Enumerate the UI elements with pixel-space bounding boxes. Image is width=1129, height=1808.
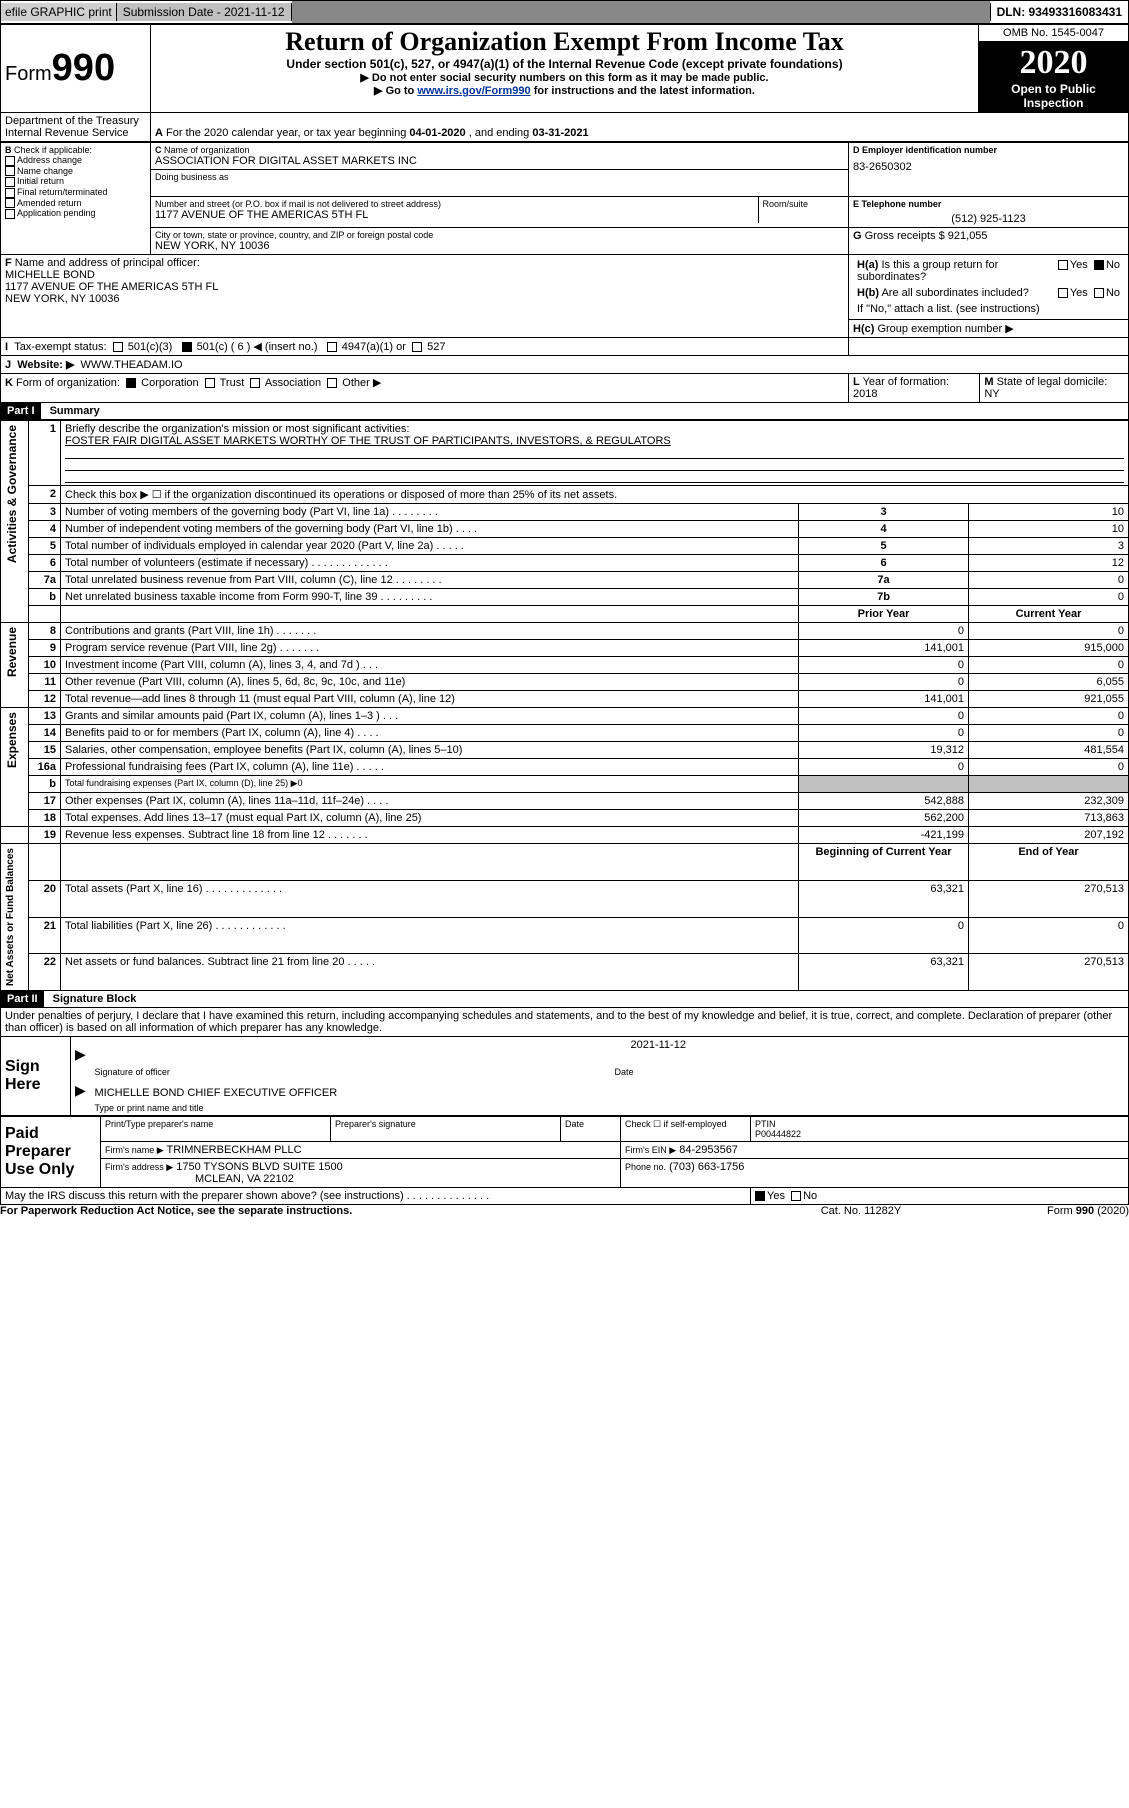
- efile-label[interactable]: efile GRAPHIC print: [1, 3, 117, 21]
- return-title: Return of Organization Exempt From Incom…: [155, 27, 974, 57]
- officer-addr2: NEW YORK, NY 10036: [5, 293, 844, 305]
- city-state-zip: NEW YORK, NY 10036: [155, 240, 844, 252]
- Hb-note: If "No," attach a list. (see instruction…: [853, 301, 1124, 317]
- addr-label: Number and street (or P.O. box if mail i…: [155, 199, 754, 209]
- website-label: Website: ▶: [17, 359, 74, 371]
- subtitle-2: ▶ Do not enter social security numbers o…: [155, 71, 974, 84]
- pra-notice: For Paperwork Reduction Act Notice, see …: [0, 1205, 773, 1217]
- gross-receipts-label: Gross receipts $: [865, 230, 945, 242]
- city-label: City or town, state or province, country…: [155, 230, 844, 240]
- firm-ein: 84-2953567: [679, 1144, 738, 1156]
- sign-here-label: Sign Here: [1, 1037, 71, 1116]
- discuss-question: May the IRS discuss this return with the…: [1, 1188, 751, 1205]
- cat-no: Cat. No. 11282Y: [773, 1205, 950, 1217]
- top-bar: efile GRAPHIC print Submission Date - 20…: [0, 0, 1129, 24]
- topbar-spacer: [292, 1, 990, 23]
- ptin: P00444822: [755, 1129, 801, 1139]
- boxF-label: Name and address of principal officer:: [15, 257, 200, 269]
- dba-label: Doing business as: [155, 172, 844, 182]
- boxE-label: Telephone number: [862, 199, 942, 209]
- q1-label: Briefly describe the organization's miss…: [65, 423, 1124, 435]
- q2: Check this box ▶ ☐ if the organization d…: [61, 486, 1129, 504]
- ein: 83-2650302: [853, 161, 1124, 173]
- q1-answer: FOSTER FAIR DIGITAL ASSET MARKETS WORTHY…: [65, 435, 1124, 447]
- chk-name-change[interactable]: Name change: [17, 166, 73, 176]
- title-block: Form990 Return of Organization Exempt Fr…: [0, 24, 1129, 142]
- firm-phone: (703) 663-1756: [669, 1161, 744, 1173]
- sig-date: 2021-11-12: [611, 1037, 1129, 1065]
- Hc-label: Group exemption number ▶: [877, 323, 1013, 335]
- subtitle-1: Under section 501(c), 527, or 4947(a)(1)…: [155, 57, 974, 71]
- side-gov: Activities & Governance: [1, 421, 23, 567]
- officer-addr1: 1177 AVENUE OF THE AMERICAS 5TH FL: [5, 281, 844, 293]
- form-footer: Form 990 (2020): [949, 1205, 1129, 1217]
- officer-printed-name: MICHELLE BOND CHIEF EXECUTIVE OFFICER: [91, 1079, 1129, 1101]
- year-formation: 2018: [853, 388, 877, 400]
- part2-bar: Part II: [1, 991, 44, 1007]
- subtitle-3: ▶ Go to www.irs.gov/Form990 for instruct…: [155, 84, 974, 97]
- boxB-label: Check if applicable:: [14, 145, 92, 155]
- part1-title: Summary: [44, 405, 100, 417]
- date-label: Date: [611, 1065, 1129, 1079]
- street-address: 1177 AVENUE OF THE AMERICAS 5TH FL: [155, 209, 754, 221]
- Ha-label: Is this a group return for subordinates?: [857, 259, 998, 283]
- type-name-label: Type or print name and title: [91, 1101, 1129, 1116]
- submission-date: Submission Date - 2021-11-12: [117, 3, 292, 21]
- side-na: Net Assets or Fund Balances: [1, 844, 20, 990]
- side-rev: Revenue: [1, 623, 23, 681]
- gross-receipts: 921,055: [948, 230, 988, 242]
- part1-bar: Part I: [1, 403, 41, 419]
- chk-address-change[interactable]: Address change: [17, 155, 82, 165]
- tax-year-box: 2020 Open to Public Inspection: [979, 42, 1129, 113]
- part1-table: Activities & Governance 1 Briefly descri…: [0, 420, 1129, 991]
- sig-officer-label: Signature of officer: [91, 1065, 611, 1079]
- side-exp: Expenses: [1, 708, 23, 772]
- firm-addr1: 1750 TYSONS BLVD SUITE 1500: [176, 1161, 343, 1173]
- chk-app-pending[interactable]: Application pending: [17, 208, 96, 218]
- irs-label: Internal Revenue Service: [5, 127, 146, 139]
- chk-amended[interactable]: Amended return: [17, 198, 82, 208]
- org-name: ASSOCIATION FOR DIGITAL ASSET MARKETS IN…: [155, 155, 844, 167]
- firm-name: TRIMNERBECKHAM PLLC: [167, 1144, 302, 1156]
- boxC-name-label: Name of organization: [164, 145, 250, 155]
- website-url[interactable]: WWW.THEADAM.IO: [81, 359, 183, 371]
- period-line: For the 2020 calendar year, or tax year …: [166, 127, 589, 139]
- paid-preparer-label: Paid Preparer Use Only: [1, 1117, 101, 1188]
- omb-number: OMB No. 1545-0047: [979, 25, 1129, 42]
- tax-status-label: Tax-exempt status:: [14, 341, 106, 353]
- room-label: Room/suite: [763, 199, 845, 209]
- dept-treasury: Department of the Treasury: [5, 115, 146, 127]
- officer-name: MICHELLE BOND: [5, 269, 844, 281]
- instructions-link[interactable]: www.irs.gov/Form990: [417, 85, 530, 97]
- dln: DLN: 93493316083431: [990, 3, 1128, 21]
- lineK-label: Form of organization:: [16, 377, 120, 389]
- form-label: Form990: [5, 47, 146, 90]
- telephone: (512) 925-1123: [853, 213, 1124, 225]
- entity-block: B Check if applicable: Address change Na…: [0, 142, 1129, 403]
- paid-preparer-block: Paid Preparer Use Only Print/Type prepar…: [0, 1116, 1129, 1205]
- sign-here-block: Sign Here ▶ 2021-11-12 Signature of offi…: [0, 1037, 1129, 1116]
- chk-final-return[interactable]: Final return/terminated: [17, 187, 108, 197]
- boxD-label: Employer identification number: [862, 145, 997, 155]
- Hb-label: Are all subordinates included?: [881, 287, 1028, 299]
- chk-initial-return[interactable]: Initial return: [17, 176, 64, 186]
- firm-addr2: MCLEAN, VA 22102: [195, 1173, 294, 1185]
- state-domicile: NY: [984, 388, 999, 400]
- part2-title: Signature Block: [47, 993, 137, 1005]
- declaration: Under penalties of perjury, I declare th…: [0, 1008, 1129, 1037]
